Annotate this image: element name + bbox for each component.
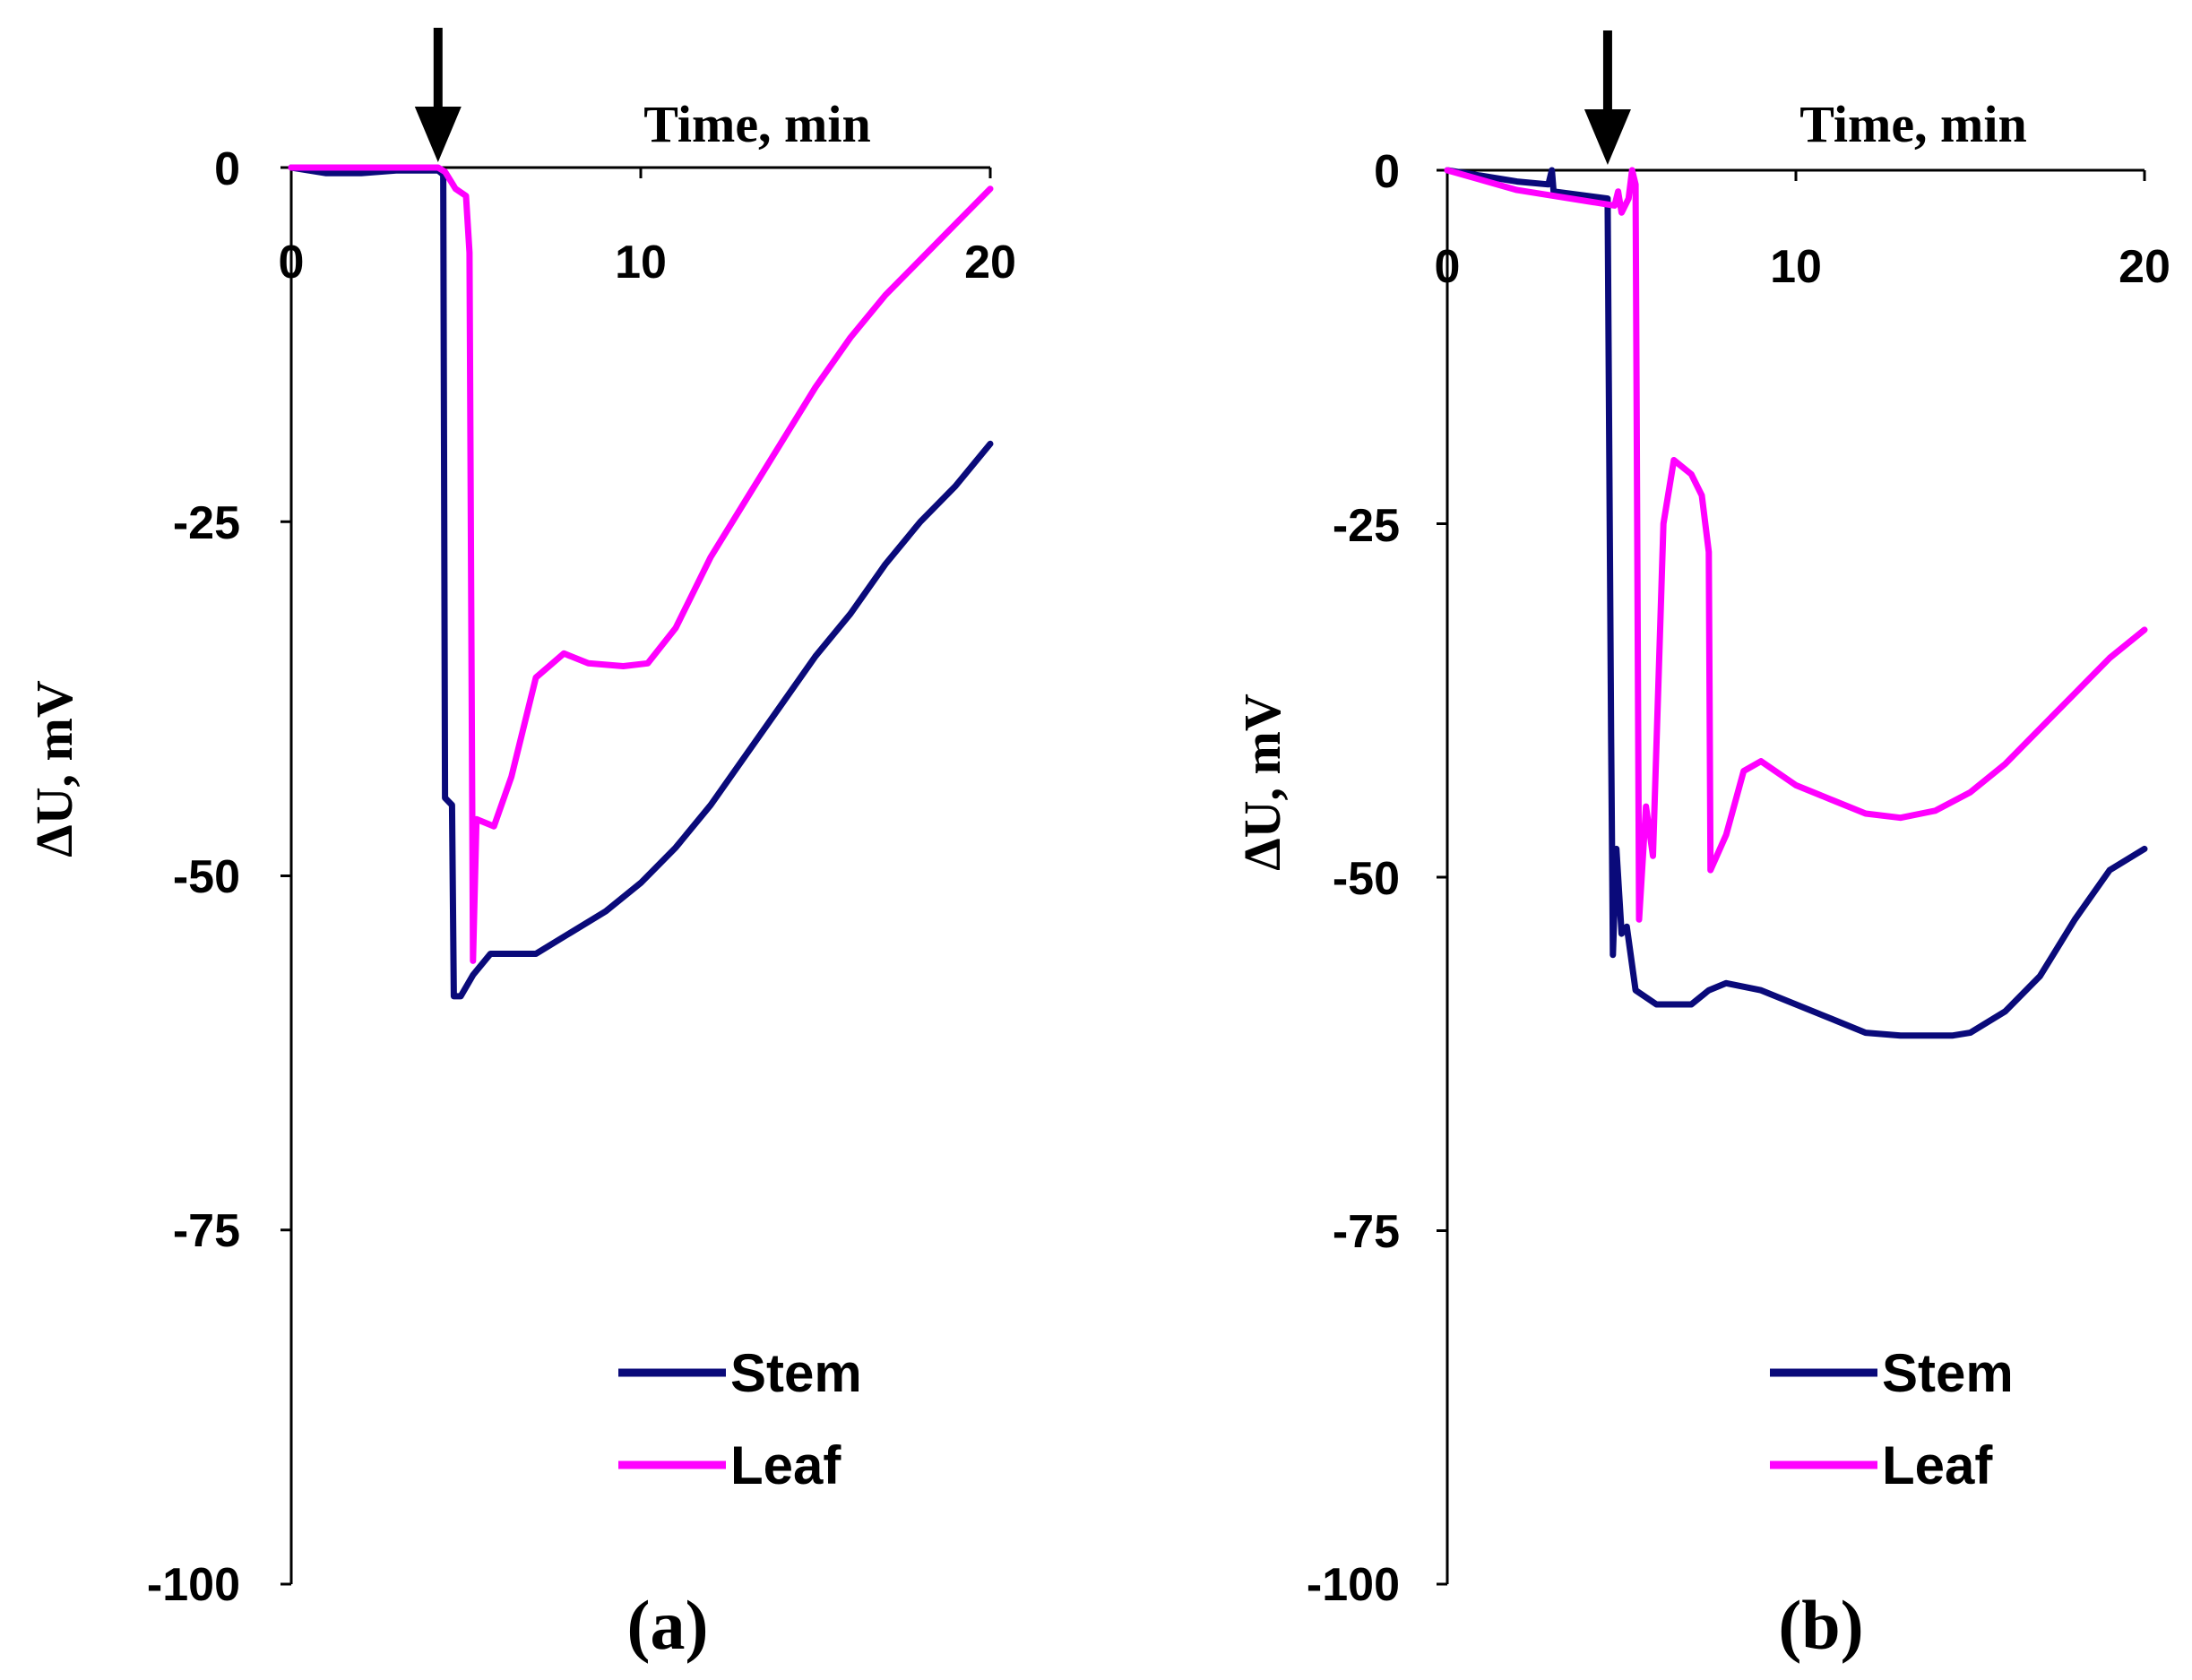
- x-tick-label-20: 20: [2119, 241, 2170, 293]
- panel-label: (b): [1778, 1586, 1863, 1664]
- stimulus-arrow: [414, 28, 462, 162]
- panel-a: 0 10 20 0 -25 -50 -75 -100 Time, min ΔU,…: [25, 28, 1016, 1664]
- x-tick-label-0: 0: [279, 237, 305, 289]
- y-tick-label-minus100: -100: [147, 1559, 240, 1611]
- y-tick-label-minus75: -75: [173, 1205, 240, 1257]
- series-layer: [288, 164, 994, 1000]
- legend: Stem Leaf: [1770, 1343, 2014, 1495]
- series-line-leaf: [1444, 167, 2148, 923]
- x-tick-label-0: 0: [1435, 241, 1461, 293]
- x-axis-title: Time, min: [643, 95, 871, 153]
- series-layer: [1444, 167, 2148, 1039]
- x-axis-title: Time, min: [1799, 95, 2027, 153]
- y-axis-title: ΔU, mV: [25, 680, 83, 857]
- series-line-leaf: [288, 164, 994, 964]
- x-tick-label-10: 10: [1770, 241, 1822, 293]
- y-axis-title: ΔU, mV: [1233, 694, 1291, 871]
- legend-label-leaf: Leaf: [1882, 1435, 1993, 1495]
- panel-label: (a): [627, 1586, 709, 1664]
- tick-marks: [1437, 168, 2146, 1586]
- legend-label-leaf: Leaf: [730, 1435, 841, 1495]
- panel-b: 0 10 20 0 -25 -50 -75 -100 Time, min ΔU,…: [1233, 30, 2170, 1664]
- y-tick-label-minus50: -50: [173, 851, 240, 903]
- arrow-head-icon: [1584, 109, 1631, 165]
- y-tick-label-minus25: -25: [1333, 500, 1400, 552]
- x-tick-label-20: 20: [964, 237, 1016, 289]
- y-tick-label-minus75: -75: [1333, 1206, 1400, 1258]
- y-tick-label-minus50: -50: [1333, 853, 1400, 905]
- y-tick-label-0: 0: [1374, 146, 1400, 198]
- arrow-head-icon: [414, 107, 462, 162]
- series-line-stem: [1444, 167, 2148, 1039]
- y-tick-label-0: 0: [214, 143, 240, 195]
- y-tick-label-minus25: -25: [173, 497, 240, 549]
- x-tick-label-10: 10: [615, 237, 667, 289]
- legend: Stem Leaf: [618, 1343, 862, 1495]
- legend-label-stem: Stem: [730, 1343, 862, 1403]
- y-tick-label-minus100: -100: [1307, 1559, 1400, 1611]
- legend-label-stem: Stem: [1882, 1343, 2014, 1403]
- stimulus-arrow: [1584, 30, 1631, 165]
